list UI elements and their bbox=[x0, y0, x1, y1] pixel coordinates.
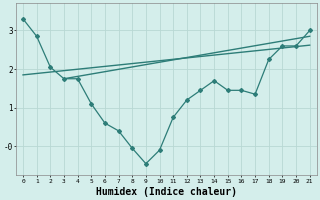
X-axis label: Humidex (Indice chaleur): Humidex (Indice chaleur) bbox=[96, 186, 237, 197]
